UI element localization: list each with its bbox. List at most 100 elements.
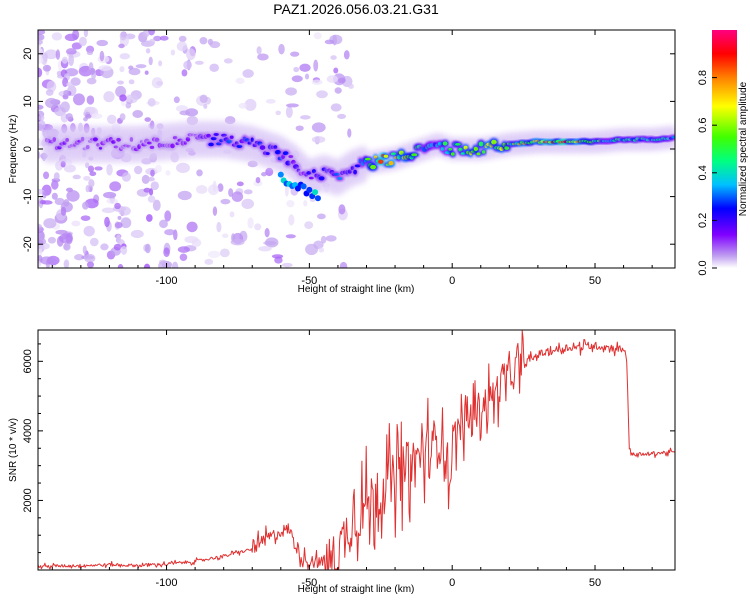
spectrogram-y-tick-label: -20: [22, 236, 34, 252]
spectrogram-ridge-core: [282, 151, 289, 156]
spectrogram-noise-blob: [65, 48, 77, 55]
spectrogram-noise-blob: [179, 253, 188, 262]
spectrogram-noise-blob: [144, 243, 151, 254]
spectrogram-noise-blob: [154, 164, 162, 173]
spectrogram-noise-blob: [304, 221, 314, 229]
spectrogram-ridge-core: [460, 152, 466, 155]
spectrogram-noise-blob: [78, 36, 87, 47]
colorbar-ticks: 0.0 0.2 0.4 0.6 0.8: [697, 70, 717, 276]
spectrogram-ridge-core: [390, 152, 397, 156]
spectrogram-noise-blob: [285, 234, 296, 239]
spectrogram-ridge-core: [288, 155, 294, 159]
spectrogram-noise-blob: [74, 254, 85, 261]
spectrogram-noise-blob: [285, 103, 299, 108]
spectrogram-ridge-core: [374, 155, 378, 159]
snr-x-tick-label: 50: [589, 577, 601, 589]
spectrogram-noise-blob: [149, 38, 156, 45]
spectrogram-x-axis: -100 -50 0 50: [51, 30, 653, 287]
spectrogram-noise-blob: [295, 125, 304, 131]
spectrogram-noise-blob: [120, 217, 132, 229]
spectrogram-noise-blob: [40, 54, 48, 65]
spectrogram-ridge-core: [463, 145, 468, 150]
spectrogram-noise-blob: [86, 77, 97, 85]
spectrogram-noise-blob: [343, 50, 350, 60]
spectrogram-noise-blob: [164, 229, 176, 236]
spectrogram-noise-blob: [71, 42, 82, 50]
spectrogram-noise-blob: [311, 136, 326, 143]
spectrogram-noise-blob: [132, 110, 144, 118]
spectrogram-ridge-core: [337, 177, 343, 180]
spectrogram-noise-blob: [98, 65, 112, 71]
spectrogram-noise-blob: [86, 51, 94, 56]
spectrogram-noise-blob: [177, 190, 192, 201]
spectrogram-noise-blob: [244, 98, 257, 111]
spectrogram-noise-blob: [278, 43, 285, 55]
spectrogram-noise-blob: [38, 260, 42, 268]
spectrogram-noise-blob: [63, 89, 70, 97]
spectrogram-noise-blob: [258, 246, 272, 252]
spectrogram-noise-blob: [72, 174, 81, 180]
spectrogram-noise-blob: [82, 245, 87, 255]
spectrogram-noise-blob: [324, 39, 335, 45]
spectrogram-noise-blob: [290, 51, 300, 57]
spectrogram-noise-blob: [348, 83, 354, 89]
spectrogram-ridge-core: [149, 145, 155, 150]
spectrogram-noise-blob: [147, 30, 155, 36]
spectrogram-noise-blob: [219, 248, 230, 258]
spectrogram-noise-blob: [117, 80, 125, 85]
spectrogram-noise-blob: [316, 90, 328, 99]
colorbar-gradient: [712, 30, 737, 268]
spectrogram-noise-blob: [194, 60, 204, 65]
spectrogram-noise-blob: [63, 164, 76, 173]
spectrogram-noise-blob: [96, 39, 108, 47]
spectrogram-noise-blob: [265, 98, 276, 104]
spectrogram-noise-blob: [339, 261, 348, 268]
spectrogram-noise-blob: [313, 32, 322, 40]
spectrogram-noise-blob: [56, 70, 62, 76]
spectrogram-noise-blob: [209, 41, 221, 49]
spectrogram-noise-blob: [311, 79, 323, 85]
spectrogram-x-tick-label: 0: [449, 275, 455, 287]
spectrogram-noise-blob: [285, 106, 293, 118]
spectrogram-noise-blob: [316, 213, 326, 220]
spectrogram-y-tick-label: 10: [22, 95, 34, 107]
spectrogram-noise-blob: [51, 32, 63, 41]
spectrogram-noise-blob: [158, 260, 172, 268]
spectrogram-noise-blob: [83, 225, 95, 237]
spectrogram-noise-blob: [177, 246, 190, 253]
colorbar-tick-label: 0.0: [697, 260, 709, 275]
spectrogram-noise-blob: [130, 229, 144, 239]
spectrogram-noise-blob: [38, 150, 41, 160]
spectrogram-noise-blob: [54, 197, 65, 206]
spectrogram-noise-blob: [114, 202, 121, 210]
spectrogram-ridge-core: [185, 136, 191, 142]
spectrogram-noise-blob: [86, 261, 95, 268]
spectrogram-noise-blob: [38, 67, 43, 78]
spectrogram-y-tick-label: -10: [22, 189, 34, 205]
spectrogram-noise-blob: [147, 97, 156, 107]
spectrogram-noise-blob: [121, 172, 131, 182]
spectrogram-noise-blob: [85, 45, 95, 54]
spectrogram-x-axis-label: Height of straight line (km): [298, 284, 415, 295]
spectrogram-noise-blob: [229, 211, 235, 218]
spectrogram-ridge-core: [411, 153, 418, 157]
spectrogram-noise-blob: [65, 232, 73, 245]
spectrogram-noise-blob: [43, 171, 50, 180]
spectrogram-noise-blob: [38, 223, 42, 229]
spectrogram-noise-blob: [255, 176, 261, 184]
spectrogram-noise-blob: [135, 64, 147, 69]
spectrogram-noise-blob: [305, 243, 319, 256]
spectrogram-noise-blob: [186, 48, 196, 61]
spectrogram-noise-blob: [183, 60, 193, 70]
spectrogram-noise-blob: [257, 53, 269, 61]
spectrogram-noise-blob: [337, 77, 346, 84]
spectrogram-noise-blob: [38, 119, 46, 131]
spectrogram-noise-blob: [153, 35, 162, 42]
spectrogram-ridge-core: [154, 137, 160, 143]
spectrogram-ridge-core: [491, 139, 497, 145]
spectrogram-noise-blob: [119, 113, 126, 121]
spectrogram-ridge-core: [273, 145, 278, 149]
spectrogram-noise-blob: [55, 229, 68, 235]
spectrogram-ridge-core: [147, 141, 152, 145]
spectrogram-noise-blob: [84, 253, 96, 263]
